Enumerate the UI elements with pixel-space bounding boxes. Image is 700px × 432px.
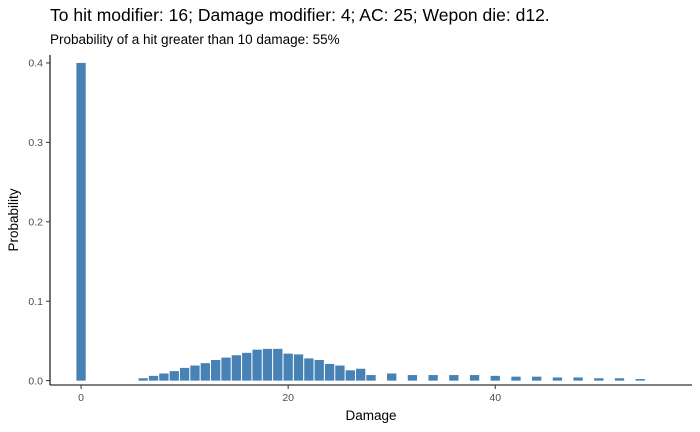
- y-tick-label: 0.3: [28, 137, 43, 149]
- bar-damage-20: [283, 353, 293, 381]
- bars-group: [76, 62, 645, 381]
- bar-damage-18: [262, 348, 273, 381]
- chart-subtitle: Probability of a hit greater than 10 dam…: [50, 32, 340, 47]
- y-axis-ticks: 0.0 0.1 0.2 0.3 0.4: [28, 58, 50, 387]
- bar-damage-44: [532, 376, 542, 381]
- bar-damage-7: [148, 375, 159, 381]
- bar-damage-8: [159, 373, 169, 381]
- bar-damage-50: [594, 378, 604, 381]
- bar-damage-25: [335, 365, 345, 381]
- x-axis-ticks: 0 20 40: [78, 385, 501, 404]
- x-tick-label: 40: [489, 392, 501, 404]
- bar-damage-48: [573, 377, 583, 381]
- bar-damage-15: [231, 355, 242, 381]
- bar-damage-32: [407, 375, 418, 381]
- bar-damage-27: [355, 368, 366, 381]
- bar-damage-13: [211, 359, 221, 381]
- bar-damage-17: [252, 349, 262, 381]
- y-tick-label: 0.4: [28, 58, 43, 70]
- bar-damage-19: [273, 348, 283, 381]
- bar-damage-22: [304, 358, 314, 381]
- y-tick-label: 0.0: [28, 375, 43, 387]
- x-axis-title: Damage: [345, 408, 396, 423]
- bar-damage-12: [200, 363, 210, 381]
- bar-damage-6: [138, 378, 148, 381]
- bar-damage-23: [314, 359, 324, 381]
- x-tick-label: 20: [282, 392, 294, 404]
- bar-damage-26: [345, 370, 355, 381]
- y-tick-label: 0.1: [28, 296, 43, 308]
- bar-damage-11: [190, 365, 200, 381]
- bar-damage-52: [614, 378, 625, 381]
- x-tick-label: 0: [78, 392, 84, 404]
- bar-damage-34: [428, 375, 438, 381]
- bar-damage-9: [169, 371, 179, 381]
- bar-damage-0: [76, 62, 86, 381]
- y-axis-title: Probability: [6, 188, 21, 251]
- bar-damage-40: [490, 375, 500, 381]
- bar-damage-36: [449, 375, 459, 381]
- bar-damage-54: [635, 379, 645, 381]
- bar-damage-28: [366, 375, 376, 381]
- bar-damage-21: [293, 354, 304, 381]
- bar-damage-30: [387, 373, 397, 381]
- bar-damage-14: [221, 357, 231, 381]
- bar-damage-16: [242, 352, 252, 381]
- y-tick-label: 0.2: [28, 217, 43, 229]
- chart-title: To hit modifier: 16; Damage modifier: 4;…: [50, 5, 550, 25]
- bar-damage-46: [552, 377, 563, 381]
- bar-damage-24: [324, 363, 335, 381]
- bar-damage-42: [511, 376, 521, 381]
- bar-damage-38: [469, 375, 480, 381]
- bar-damage-10: [179, 367, 190, 381]
